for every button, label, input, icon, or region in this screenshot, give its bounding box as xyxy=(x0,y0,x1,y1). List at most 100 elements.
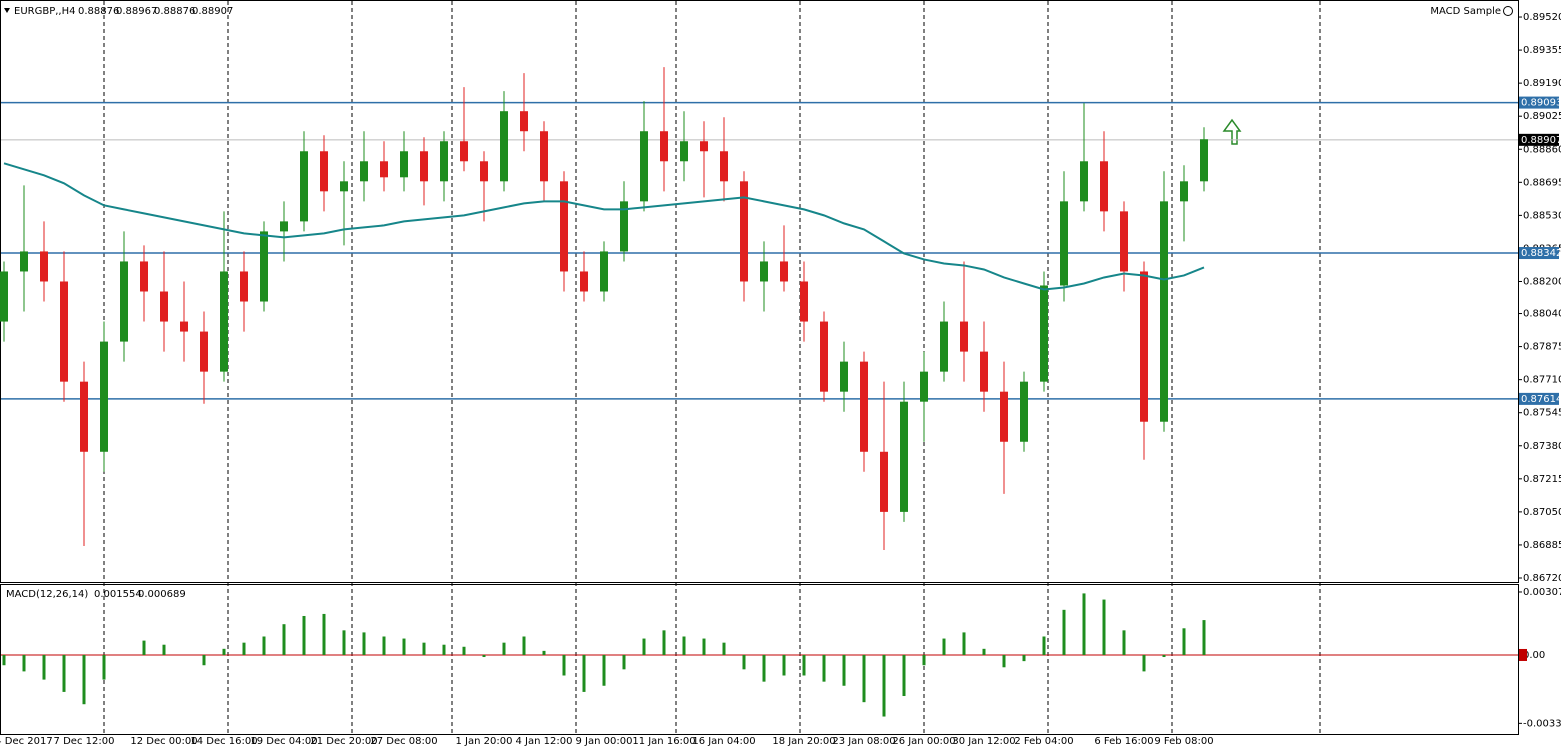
candle-body xyxy=(980,351,988,392)
candle-body xyxy=(760,261,768,282)
candle-body xyxy=(340,181,348,192)
macd-bar xyxy=(1122,630,1126,655)
macd-bar xyxy=(582,654,586,692)
macd-reading: 0.000689 xyxy=(138,589,186,600)
x-tick-label: 9 Feb 08:00 xyxy=(1154,736,1213,747)
x-tick-label: 19 Dec 04:00 xyxy=(250,736,317,747)
level-label: 0.87614 xyxy=(1521,394,1561,405)
y-tick-label: 0.86885 xyxy=(1523,540,1561,551)
x-tick-label: 9 Jan 00:00 xyxy=(576,736,633,747)
candle-body xyxy=(1200,139,1208,182)
macd-bar xyxy=(1062,609,1066,655)
x-tick-label: 26 Jan 00:00 xyxy=(892,736,955,747)
macd-bar xyxy=(162,644,166,655)
y-tick-label: 0.89520 xyxy=(1523,12,1561,23)
macd-bar xyxy=(962,632,966,655)
macd-bar xyxy=(942,638,946,655)
symbol-menu-icon[interactable] xyxy=(4,8,10,13)
x-tick-label: 2 Feb 04:00 xyxy=(1014,736,1073,747)
candle-body xyxy=(20,251,28,272)
last-price-box xyxy=(1519,133,1559,146)
macd-bar xyxy=(1022,654,1026,662)
candle-body xyxy=(1160,201,1168,422)
x-tick-label: 7 Dec 12:00 xyxy=(54,736,115,747)
candle-body xyxy=(160,291,168,322)
y-tick-label: 0.89025 xyxy=(1523,111,1561,122)
y-tick-label: 0.88695 xyxy=(1523,177,1561,188)
x-tick-label: 6 Feb 16:00 xyxy=(1094,736,1153,747)
candle-body xyxy=(1060,201,1068,286)
indicator-icon[interactable] xyxy=(1503,6,1513,16)
level-label-box xyxy=(1519,247,1559,260)
macd-bar xyxy=(1102,599,1106,655)
y-tick-label: 0.00 xyxy=(1523,650,1545,661)
macd-bar xyxy=(1142,654,1146,672)
zero-label-box xyxy=(1519,648,1527,661)
candle-body xyxy=(460,141,468,162)
candle-body xyxy=(220,271,228,372)
x-tick-label: 27 Dec 08:00 xyxy=(370,736,437,747)
candle-body xyxy=(620,201,628,252)
y-tick-label: 0.87215 xyxy=(1523,474,1561,485)
macd-title: MACD(12,26,14) xyxy=(6,589,88,600)
macd-bar xyxy=(142,640,146,655)
candle-body xyxy=(0,271,8,322)
ohlc-value: 0.88907 xyxy=(192,6,233,17)
candle-body xyxy=(60,281,68,382)
candle-body xyxy=(680,141,688,162)
candle-body xyxy=(840,361,848,392)
up-arrow xyxy=(1222,118,1242,145)
candle-body xyxy=(140,261,148,292)
y-tick-label: 0.88530 xyxy=(1523,210,1561,221)
macd-bar xyxy=(922,654,926,666)
candle-body xyxy=(40,251,48,282)
y-tick-label: 0.00307 xyxy=(1523,587,1561,598)
macd-bar xyxy=(1182,628,1186,655)
y-tick-label: 0.86720 xyxy=(1523,573,1561,584)
candle-body xyxy=(660,131,668,162)
macd-bar xyxy=(242,642,246,655)
candle-body xyxy=(500,111,508,182)
macd-bar xyxy=(982,648,986,655)
macd-bar xyxy=(882,654,886,717)
candle-body xyxy=(100,341,108,452)
candle-body xyxy=(740,181,748,282)
macd-bar xyxy=(1082,593,1086,655)
x-tick-label: 12 Dec 00:00 xyxy=(130,736,197,747)
macd-bar xyxy=(622,654,626,670)
macd-bar xyxy=(442,644,446,655)
y-tick-label: 0.88860 xyxy=(1523,144,1561,155)
macd-bar xyxy=(1042,636,1046,655)
ohlc-value: 0.88876 xyxy=(78,6,119,17)
candle-body xyxy=(260,231,268,302)
moving-average xyxy=(3,162,1205,291)
macd-bar xyxy=(22,654,26,672)
macd-bar xyxy=(202,654,206,666)
candle-body xyxy=(640,131,648,202)
macd-bar xyxy=(362,632,366,655)
macd-bar xyxy=(762,654,766,682)
candle-body xyxy=(440,141,448,182)
macd-bar xyxy=(542,650,546,655)
candle-body xyxy=(360,161,368,182)
candle-body xyxy=(300,151,308,222)
y-tick-label: 0.87545 xyxy=(1523,408,1561,419)
candle-body xyxy=(320,151,328,192)
y-tick-label: 0.87380 xyxy=(1523,441,1561,452)
candle-body xyxy=(920,371,928,402)
level-label-box xyxy=(1519,392,1559,405)
macd-bar xyxy=(702,638,706,655)
macd-bar xyxy=(902,654,906,697)
macd-bar xyxy=(42,654,46,680)
candle-body xyxy=(880,451,888,512)
macd-pane xyxy=(0,584,1519,735)
candle-body xyxy=(120,261,128,342)
x-tick-label: 11 Jan 16:00 xyxy=(632,736,695,747)
macd-bar xyxy=(602,654,606,686)
macd-bar xyxy=(722,642,726,655)
macd-bar xyxy=(1202,620,1206,655)
candle-body xyxy=(1120,211,1128,272)
y-tick-label: 0.89190 xyxy=(1523,78,1561,89)
macd-bar xyxy=(462,646,466,655)
